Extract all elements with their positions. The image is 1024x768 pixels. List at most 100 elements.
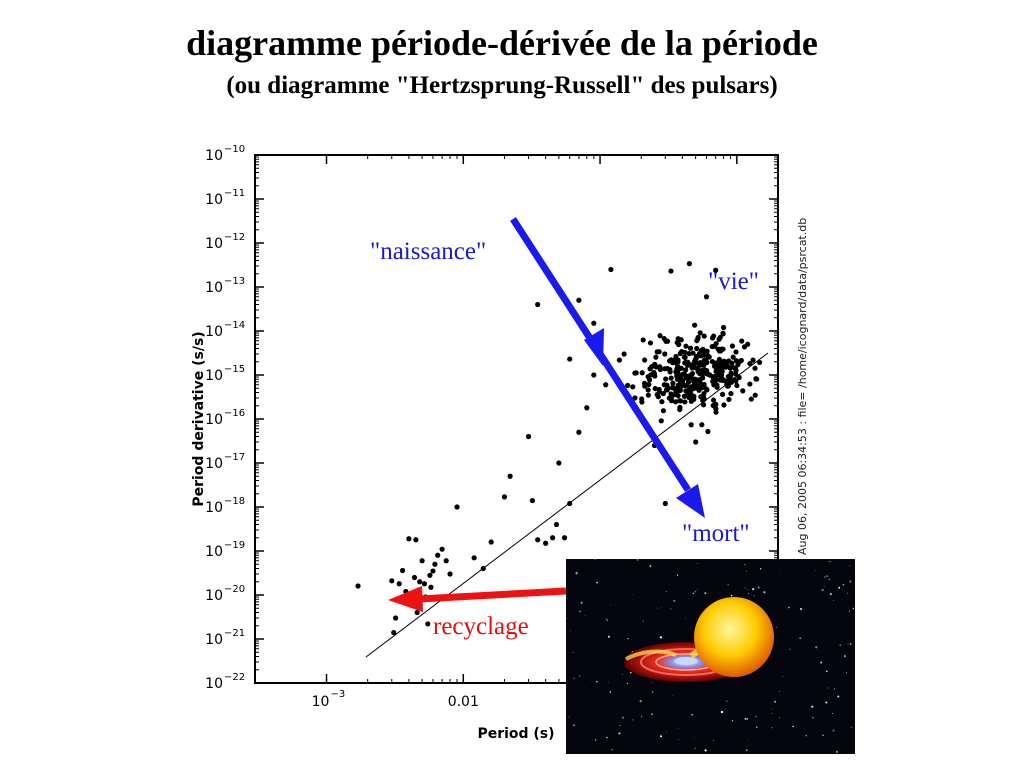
pulsar-point bbox=[711, 382, 717, 388]
pulsar-point bbox=[391, 629, 397, 636]
pulsar-point bbox=[668, 391, 674, 397]
pulsar-point bbox=[711, 333, 717, 339]
pulsar-point bbox=[725, 373, 731, 380]
pulsar-point bbox=[721, 358, 727, 364]
pulsar-point bbox=[406, 536, 412, 542]
pulsar-point bbox=[645, 387, 651, 393]
pulsar-point bbox=[682, 349, 688, 356]
pulsar-point bbox=[706, 354, 712, 360]
y-tick-exponent: −18 bbox=[224, 496, 245, 507]
pulsar-point bbox=[713, 409, 719, 415]
pulsar-point bbox=[670, 380, 676, 386]
y-tick-exponent: −12 bbox=[224, 232, 245, 243]
pulsar-point bbox=[700, 402, 707, 408]
pulsar-point bbox=[659, 399, 665, 405]
pulsar-point bbox=[529, 497, 535, 504]
pulsar-point bbox=[704, 348, 710, 354]
pulsar-point bbox=[691, 393, 697, 399]
pulsar-point bbox=[673, 369, 679, 375]
pulsar-point bbox=[752, 365, 758, 371]
pulsar-point bbox=[694, 366, 700, 372]
pulsar-point bbox=[683, 382, 690, 388]
pulsar-point bbox=[543, 540, 549, 546]
pulsar-point bbox=[719, 391, 726, 397]
x-tick-exponent: −3 bbox=[331, 689, 346, 700]
pulsar-point bbox=[750, 357, 756, 363]
pulsar-point bbox=[740, 388, 746, 394]
y-tick-label: 10 bbox=[205, 324, 223, 340]
pulsar-point bbox=[603, 382, 609, 388]
pulsar-point bbox=[393, 615, 399, 621]
pulsar-point bbox=[454, 504, 460, 510]
pulsar-point bbox=[647, 340, 654, 346]
pulsar-point bbox=[664, 382, 670, 388]
pulsar-point bbox=[704, 387, 710, 393]
y-tick-label: 10 bbox=[205, 544, 223, 560]
pulsar-point bbox=[645, 374, 651, 380]
pulsar-point bbox=[693, 439, 699, 445]
pulsar-point bbox=[683, 343, 689, 349]
y-tick-exponent: −13 bbox=[224, 276, 245, 287]
pulsar-point bbox=[654, 349, 660, 355]
annotation-mort: "mort" bbox=[682, 520, 750, 547]
pulsar-point bbox=[753, 376, 759, 382]
pulsar-point bbox=[721, 402, 727, 408]
pulsar-point bbox=[682, 399, 688, 405]
pulsar-point bbox=[719, 366, 725, 372]
pulsar-point bbox=[688, 422, 694, 428]
file-timestamp-note: Aug 06, 2005 06:34:53 : file= /home/icog… bbox=[796, 217, 809, 555]
death-line bbox=[365, 352, 769, 658]
pulsar-point bbox=[679, 379, 686, 385]
pulsar-point bbox=[400, 567, 406, 574]
pulsar-point bbox=[652, 385, 658, 392]
pulsar-point bbox=[697, 330, 703, 336]
pulsar-point bbox=[411, 574, 418, 581]
y-tick-label: 10 bbox=[205, 632, 223, 648]
pulsar-point bbox=[621, 351, 627, 357]
pulsar-point bbox=[421, 581, 428, 587]
pulsar-point bbox=[556, 460, 562, 466]
pulsar-point bbox=[693, 359, 699, 365]
pulsar-point bbox=[748, 396, 754, 402]
pulsar-point bbox=[691, 381, 698, 387]
pulsar-point bbox=[535, 537, 541, 543]
pulsar-point bbox=[591, 320, 597, 326]
pulsar-point bbox=[639, 370, 645, 376]
pulsar-point bbox=[662, 351, 668, 357]
pulsar-point bbox=[646, 381, 652, 388]
pulsar-point bbox=[733, 371, 739, 377]
pulsar-point bbox=[419, 558, 425, 564]
pulsar-point bbox=[561, 535, 568, 541]
pulsar-point bbox=[714, 363, 720, 370]
pulsar-point bbox=[677, 350, 683, 357]
pulsar-point bbox=[413, 537, 419, 543]
y-tick-exponent: −20 bbox=[224, 584, 245, 595]
pulsar-point bbox=[435, 552, 441, 558]
pulsar-points bbox=[355, 261, 763, 636]
pulsar-point bbox=[678, 337, 684, 343]
y-tick-label: 10 bbox=[205, 236, 223, 252]
pulsar-point bbox=[710, 397, 717, 403]
pulsar-point bbox=[722, 378, 728, 384]
pulsar-point bbox=[576, 429, 582, 435]
pulsar-point bbox=[625, 382, 631, 389]
pulsar-point bbox=[417, 579, 423, 585]
pulsar-point bbox=[616, 357, 622, 363]
pulsar-point bbox=[704, 359, 710, 366]
slide-title: diagramme période-dérivée de la période bbox=[186, 23, 818, 63]
pulsar-point bbox=[747, 381, 753, 387]
pulsar-point bbox=[647, 366, 653, 372]
pulsar-point bbox=[757, 359, 763, 366]
pulsar-point bbox=[728, 370, 734, 376]
pulsar-point bbox=[662, 500, 668, 507]
pulsar-point bbox=[678, 383, 684, 390]
pulsar-point bbox=[666, 395, 672, 401]
pulsar-point bbox=[703, 294, 710, 300]
pulsar-point bbox=[396, 581, 402, 587]
pulsar-point bbox=[443, 558, 449, 564]
pulsar-point bbox=[701, 352, 707, 358]
y-tick-exponent: −17 bbox=[224, 452, 245, 463]
pulsar-point bbox=[676, 398, 683, 404]
pulsar-point bbox=[720, 324, 727, 331]
